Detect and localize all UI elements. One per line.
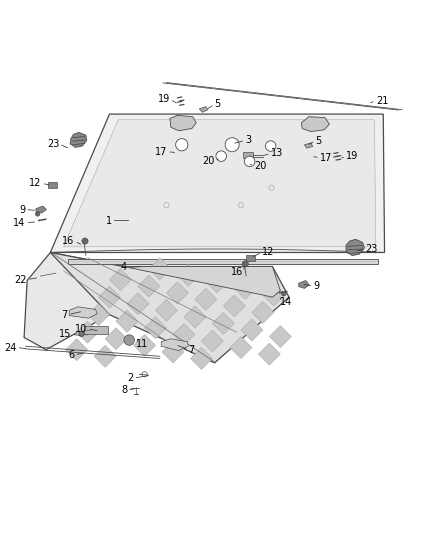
Circle shape — [124, 335, 134, 345]
Polygon shape — [161, 339, 188, 351]
Polygon shape — [162, 341, 184, 363]
Polygon shape — [223, 295, 245, 317]
Text: 7: 7 — [62, 310, 68, 320]
Text: 14: 14 — [280, 297, 293, 308]
Bar — [243, 152, 253, 158]
Polygon shape — [94, 345, 116, 367]
Polygon shape — [68, 259, 378, 264]
Polygon shape — [50, 253, 289, 363]
Polygon shape — [70, 133, 87, 147]
Text: 1: 1 — [106, 215, 112, 225]
Text: 17: 17 — [320, 153, 332, 163]
Polygon shape — [127, 293, 149, 314]
Text: 5: 5 — [215, 100, 221, 109]
Polygon shape — [110, 269, 131, 290]
Text: 12: 12 — [29, 178, 42, 188]
Circle shape — [242, 261, 248, 267]
Circle shape — [82, 238, 88, 244]
Polygon shape — [77, 321, 99, 343]
Polygon shape — [134, 334, 155, 356]
Polygon shape — [155, 300, 177, 321]
Polygon shape — [24, 253, 124, 350]
Polygon shape — [166, 282, 188, 304]
Text: 23: 23 — [47, 139, 59, 149]
Polygon shape — [263, 284, 285, 306]
Polygon shape — [105, 328, 127, 350]
Polygon shape — [170, 115, 196, 131]
Polygon shape — [116, 310, 138, 332]
Polygon shape — [124, 266, 280, 297]
Text: 22: 22 — [14, 274, 27, 285]
Circle shape — [265, 141, 276, 151]
Text: 10: 10 — [75, 324, 88, 334]
Polygon shape — [269, 326, 291, 348]
Circle shape — [35, 212, 40, 216]
Text: 17: 17 — [155, 147, 167, 157]
Text: 2: 2 — [127, 373, 134, 383]
Text: 14: 14 — [13, 217, 25, 228]
Polygon shape — [69, 307, 97, 318]
Polygon shape — [206, 271, 228, 293]
Text: 19: 19 — [346, 151, 358, 161]
Polygon shape — [66, 339, 88, 361]
Polygon shape — [201, 330, 223, 352]
Polygon shape — [184, 306, 206, 328]
Text: 9: 9 — [313, 281, 319, 291]
Text: 20: 20 — [202, 156, 215, 166]
Text: 4: 4 — [121, 262, 127, 272]
Text: 13: 13 — [271, 149, 283, 158]
Polygon shape — [36, 206, 46, 213]
Circle shape — [216, 151, 226, 161]
Polygon shape — [64, 120, 376, 247]
Polygon shape — [212, 312, 234, 334]
Bar — [84, 326, 108, 334]
Circle shape — [225, 138, 239, 152]
Bar — [246, 255, 255, 261]
Text: 19: 19 — [158, 94, 170, 104]
Text: 5: 5 — [315, 136, 321, 146]
Circle shape — [244, 156, 255, 167]
Polygon shape — [191, 348, 212, 369]
Polygon shape — [50, 114, 385, 253]
Polygon shape — [304, 143, 313, 148]
Polygon shape — [88, 304, 110, 326]
Polygon shape — [346, 239, 364, 255]
Polygon shape — [301, 117, 329, 132]
Text: 23: 23 — [366, 244, 378, 254]
Text: 24: 24 — [4, 343, 17, 352]
Text: 20: 20 — [254, 161, 266, 171]
Text: 21: 21 — [376, 96, 388, 106]
Text: 7: 7 — [188, 345, 194, 355]
Polygon shape — [258, 343, 280, 365]
Text: 15: 15 — [59, 329, 71, 340]
Polygon shape — [241, 319, 263, 341]
Polygon shape — [195, 288, 217, 310]
Text: 8: 8 — [121, 385, 127, 395]
Circle shape — [176, 139, 188, 151]
Polygon shape — [230, 336, 252, 359]
Polygon shape — [149, 258, 171, 280]
Polygon shape — [234, 278, 256, 300]
Text: 16: 16 — [231, 266, 243, 277]
Text: 6: 6 — [68, 350, 74, 360]
Text: 9: 9 — [19, 205, 25, 215]
Text: 16: 16 — [62, 236, 74, 246]
Polygon shape — [99, 286, 120, 308]
Polygon shape — [299, 280, 309, 288]
Circle shape — [79, 332, 84, 336]
Text: 3: 3 — [245, 135, 251, 146]
Polygon shape — [252, 302, 274, 324]
Bar — [48, 182, 57, 188]
Polygon shape — [177, 264, 199, 286]
Text: 11: 11 — [136, 340, 148, 350]
Polygon shape — [173, 324, 195, 345]
Circle shape — [282, 292, 286, 296]
Polygon shape — [138, 275, 160, 297]
Text: 12: 12 — [262, 247, 274, 257]
Polygon shape — [199, 107, 208, 112]
Polygon shape — [145, 317, 166, 339]
